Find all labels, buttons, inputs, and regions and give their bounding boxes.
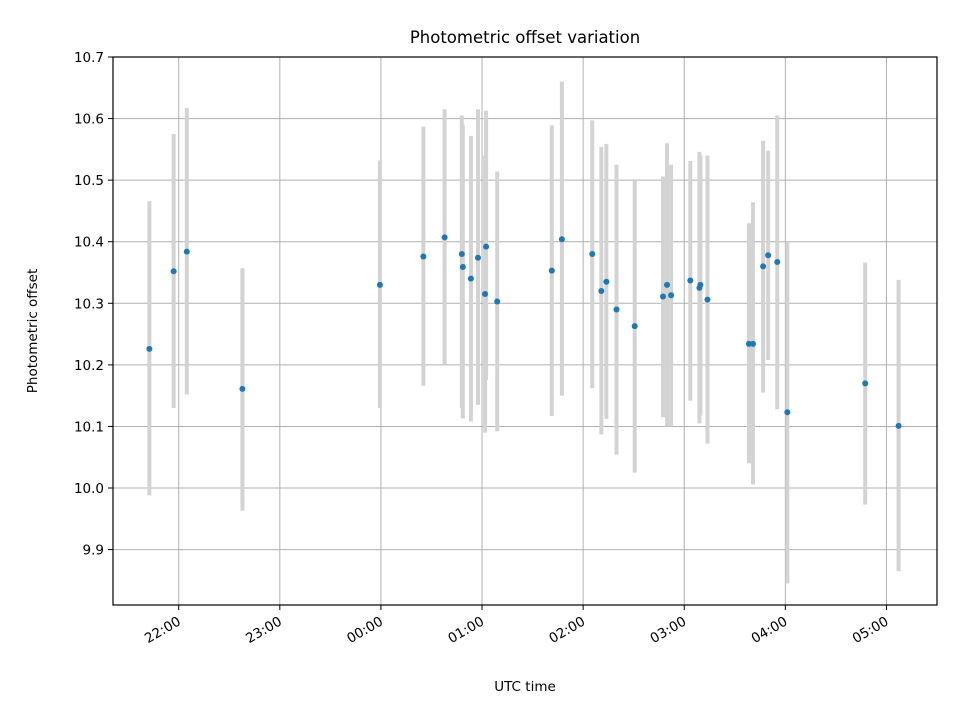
data-point (482, 291, 489, 298)
data-point (774, 259, 781, 266)
grid (113, 56, 937, 605)
y-tick-label: 10.5 (74, 173, 104, 189)
data-point (862, 380, 869, 387)
data-point (895, 422, 902, 429)
data-point (458, 251, 465, 258)
data-point (613, 306, 620, 313)
data-point (483, 243, 490, 250)
y-tick-label: 10.4 (74, 235, 104, 251)
data-point (467, 275, 474, 282)
y-tick-label: 10.6 (74, 112, 104, 128)
y-axis-ticks: 9.9 10.0 10.1 10.2 10.3 10.4 10.5 10.6 10.7 (74, 50, 113, 559)
plot-frame (112, 56, 938, 606)
data-point (183, 248, 190, 255)
data-point (760, 263, 767, 270)
data-point (558, 236, 565, 243)
y-axis-label: Photometric offset (25, 269, 41, 393)
data-point (784, 409, 791, 416)
data-points (146, 234, 902, 429)
data-point (598, 287, 605, 294)
data-point (749, 340, 756, 347)
y-tick-label: 10.3 (74, 296, 104, 312)
data-point (548, 267, 555, 274)
data-point (697, 281, 704, 288)
data-point (687, 277, 694, 284)
y-tick-label: 10.0 (74, 481, 104, 497)
chart-title: Photometric offset variation (410, 28, 640, 47)
x-axis-label: UTC time (494, 679, 556, 695)
data-point (704, 296, 711, 303)
data-point (603, 278, 610, 285)
data-point (239, 385, 246, 392)
data-point (474, 254, 481, 261)
data-point (589, 251, 596, 258)
data-point (668, 292, 675, 299)
data-point (459, 263, 466, 270)
data-point (441, 234, 448, 241)
data-point (765, 252, 772, 259)
data-point (420, 253, 427, 260)
data-point (664, 281, 671, 288)
data-point (146, 345, 153, 352)
y-tick-label: 10.7 (74, 50, 104, 66)
y-tick-label: 9.9 (83, 543, 104, 559)
data-point (170, 268, 177, 275)
data-point (494, 298, 501, 305)
data-point (631, 323, 638, 330)
y-tick-label: 10.1 (74, 419, 104, 435)
data-point (376, 281, 383, 288)
data-point (660, 293, 667, 300)
y-tick-label: 10.2 (74, 358, 104, 374)
